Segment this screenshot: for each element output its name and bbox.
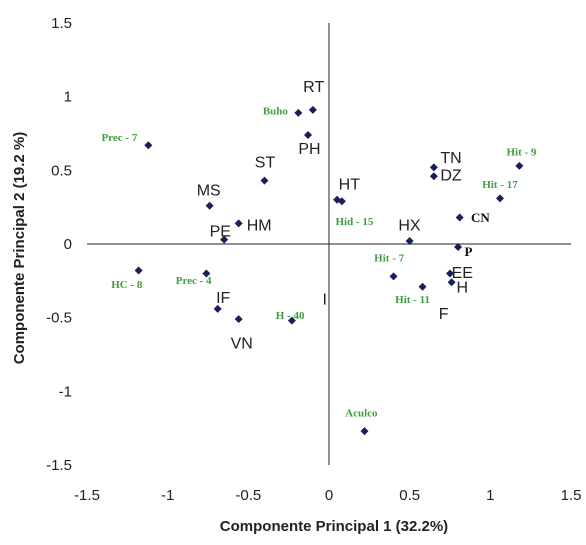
x-axis-title: Componente Principal 1 (32.2%) xyxy=(220,518,448,535)
point-label: Aculco xyxy=(345,407,378,419)
x-tick-label: -0.5 xyxy=(235,487,261,504)
y-axis-title: Componente Principal 2 (19.2 %) xyxy=(11,132,28,365)
data-point xyxy=(447,278,456,287)
y-tick-label: 1 xyxy=(64,89,72,106)
point-label: TN xyxy=(440,150,461,167)
point-label: Hit - 9 xyxy=(506,147,536,159)
data-point xyxy=(134,266,143,275)
point-label: EE xyxy=(452,265,473,282)
point-label: H xyxy=(456,280,468,297)
y-tick-label: 0.5 xyxy=(51,162,72,179)
x-tick-label: 1.5 xyxy=(561,487,582,504)
point-label: HT xyxy=(339,176,361,193)
x-tick-label: 0 xyxy=(325,487,333,504)
point-label: Hit - 17 xyxy=(482,179,518,191)
y-tick-label: -1.5 xyxy=(46,457,72,474)
x-tick-label: -1.5 xyxy=(74,487,100,504)
data-point xyxy=(234,219,243,228)
data-points xyxy=(134,105,524,436)
point-label: HX xyxy=(398,218,421,235)
data-point xyxy=(294,108,303,117)
x-tick-label: -1 xyxy=(161,487,174,504)
data-point xyxy=(418,282,427,291)
point-label: Hit - 11 xyxy=(395,294,430,306)
point-label: ST xyxy=(255,154,276,171)
data-point xyxy=(454,242,463,251)
data-point xyxy=(213,304,222,313)
point-label: RT xyxy=(303,79,324,96)
data-point xyxy=(144,141,153,150)
point-label: P xyxy=(465,244,473,259)
data-point xyxy=(308,105,317,114)
point-label: DZ xyxy=(440,168,462,185)
y-tick-label: 0 xyxy=(64,236,72,253)
point-label: HM xyxy=(247,218,272,235)
point-label: F xyxy=(439,306,449,323)
point-label: PE xyxy=(210,224,231,241)
data-point xyxy=(234,315,243,324)
data-point xyxy=(429,172,438,181)
point-label: IF xyxy=(216,290,230,307)
data-point xyxy=(405,237,414,246)
y-tick-label: -0.5 xyxy=(46,310,72,327)
point-label: Buho xyxy=(263,105,289,117)
point-label: HC - 8 xyxy=(111,279,143,291)
point-label: Hid - 15 xyxy=(335,216,373,228)
tick-labels: -1.5 -1 -0.5 0 0.5 1 1.5 1.5 1 0.5 0 -0.5 -1 -1.5 xyxy=(46,15,581,504)
data-point xyxy=(287,316,296,325)
point-label: PH xyxy=(298,141,320,158)
data-point xyxy=(337,197,346,206)
x-tick-label: 1 xyxy=(486,487,494,504)
point-label: Prec - 7 xyxy=(102,132,138,144)
point-label: Prec - 4 xyxy=(176,275,212,287)
point-label: Hit - 7 xyxy=(374,253,404,265)
point-label: VN xyxy=(231,336,253,353)
point-label: CN xyxy=(471,210,490,225)
axes xyxy=(87,23,571,465)
point-label: H - 40 xyxy=(276,310,305,322)
y-tick-label: 1.5 xyxy=(51,15,72,32)
data-point xyxy=(429,163,438,172)
data-point xyxy=(205,201,214,210)
point-label: I xyxy=(323,291,327,308)
data-point xyxy=(496,194,505,203)
data-point xyxy=(220,235,229,244)
y-tick-label: -1 xyxy=(59,383,72,400)
data-point xyxy=(455,213,464,222)
data-point xyxy=(304,130,313,139)
data-point xyxy=(389,272,398,281)
data-point xyxy=(260,176,269,185)
point-label: MS xyxy=(197,182,221,199)
data-point xyxy=(202,269,211,278)
data-point xyxy=(360,427,369,436)
data-point xyxy=(446,269,454,278)
data-point xyxy=(515,161,524,170)
x-tick-label: 0.5 xyxy=(399,487,420,504)
